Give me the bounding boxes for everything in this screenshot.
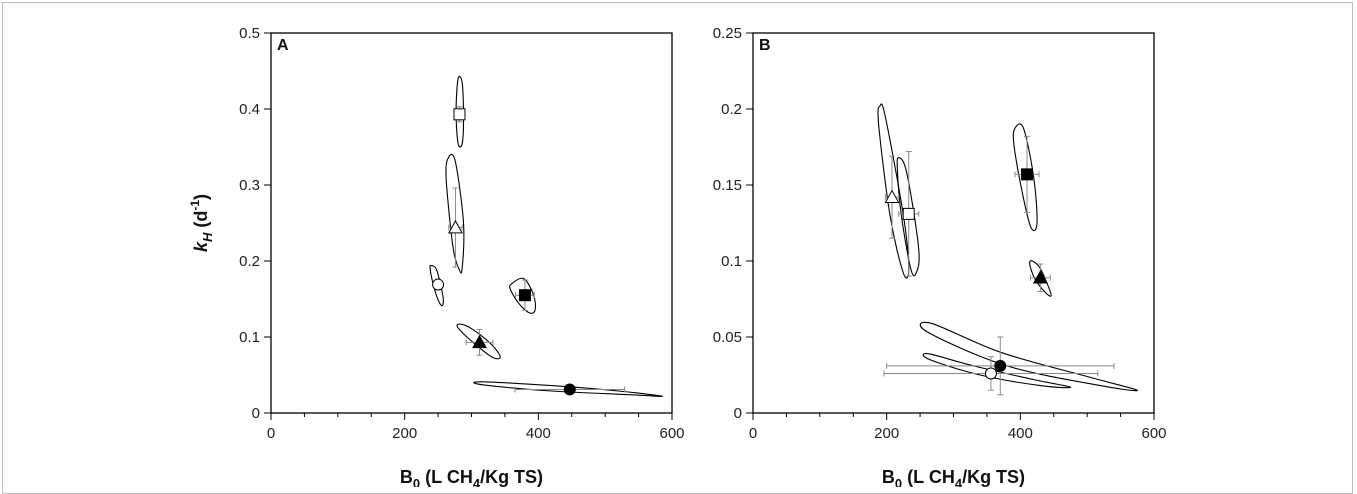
data-point-open-circle <box>432 278 445 291</box>
x-tick-label: 200 <box>392 425 417 442</box>
y-tick-label: 0 <box>734 405 742 422</box>
y-tick-label: 0.2 <box>721 101 742 118</box>
data-point-open-triangle <box>448 219 463 234</box>
data-point-open-circle <box>984 367 997 380</box>
confidence-ellipse <box>509 277 536 314</box>
data-point-filled-triangle <box>1032 270 1048 284</box>
y-tick-label: 0.2 <box>239 253 260 270</box>
panel-label: A <box>277 37 289 54</box>
x-tick-label: 0 <box>749 425 757 442</box>
y-tick-label: 0.1 <box>721 253 742 270</box>
confidence-ellipse <box>456 323 501 360</box>
confidence-ellipse <box>445 153 465 274</box>
panel-a: 0 200 400 600 0 0.1 0.2 0.3 0.4 0.5 A B0 (L CH4/Kg … <box>188 25 685 487</box>
confidence-ellipse <box>922 352 1072 389</box>
x-axis-label: B0 (L CH4/Kg TS) <box>882 467 1025 487</box>
data-point-open-triangle <box>884 189 900 203</box>
confidence-ellipse <box>919 321 1138 392</box>
x-axis-label: B0 (L CH4/Kg TS) <box>400 467 543 487</box>
data-point-filled-square <box>518 289 531 302</box>
data-point-filled-circle <box>563 383 576 396</box>
y-tick-label: 0.3 <box>239 177 260 194</box>
y-axis-label: kH (d-1) <box>188 194 215 252</box>
panel-b: 0 200 400 600 0 0.05 0.1 0.15 0.2 0.25 B B0 (L CH4/… <box>713 25 1167 487</box>
data-point-filled-circle <box>994 359 1007 372</box>
confidence-ellipse <box>1029 260 1052 297</box>
y-tick-label: 0.25 <box>713 25 742 42</box>
y-tick-label: 0.5 <box>239 25 260 42</box>
y-tick-label: 0.4 <box>239 101 260 118</box>
x-tick-label: 400 <box>526 425 551 442</box>
confidence-ellipse <box>877 103 910 279</box>
data-point-open-square <box>902 207 915 220</box>
x-tick-label: 200 <box>874 425 899 442</box>
data-point-filled-square <box>1021 168 1034 181</box>
x-tick-label: 400 <box>1008 425 1033 442</box>
x-tick-label: 600 <box>659 425 684 442</box>
confidence-ellipse <box>896 157 920 277</box>
plot-area-frame <box>270 32 673 414</box>
y-tick-label: 0 <box>252 405 260 422</box>
confidence-ellipse <box>429 264 444 307</box>
confidence-ellipse <box>473 381 663 397</box>
y-tick-label: 0.05 <box>713 329 742 346</box>
x-tick-label: 600 <box>1141 425 1166 442</box>
y-tick-label: 0.1 <box>239 329 260 346</box>
data-point-open-square <box>453 108 466 121</box>
confidence-ellipse <box>1012 123 1038 232</box>
y-tick-label: 0.15 <box>713 177 742 194</box>
x-tick-label: 0 <box>267 425 275 442</box>
plot-area-frame <box>752 32 1155 414</box>
data-point-filled-triangle <box>472 334 487 349</box>
panel-label: B <box>759 37 771 54</box>
